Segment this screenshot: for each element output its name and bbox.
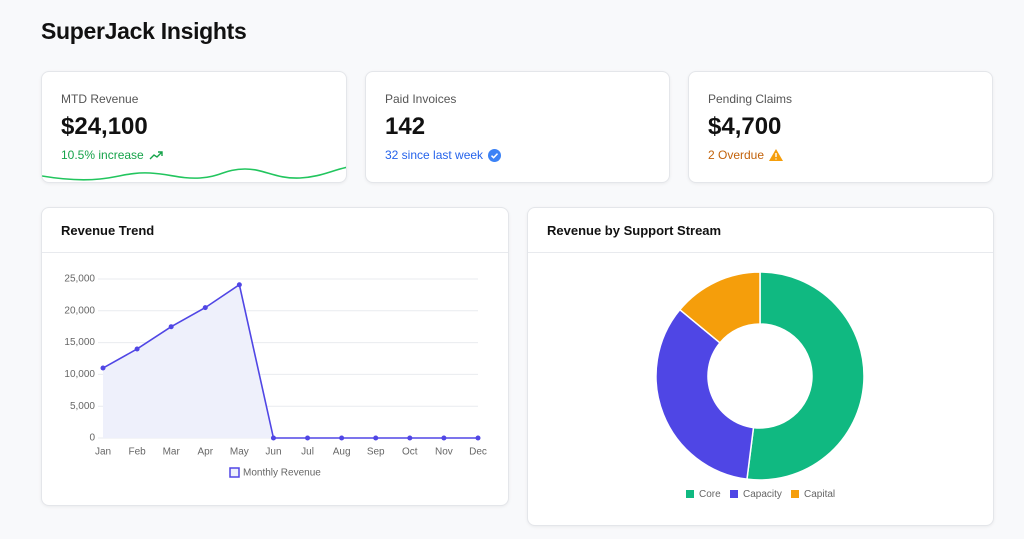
x-tick-label: Apr <box>197 447 213 458</box>
legend-swatch <box>229 467 240 478</box>
x-tick-label: Dec <box>469 447 487 458</box>
y-tick-label: 20,000 <box>64 305 95 316</box>
kpi-card: MTD Revenue $24,100 10.5% increase <box>41 71 347 183</box>
point <box>407 435 413 441</box>
kpi-card: Pending Claims $4,700 2 Overdue <box>688 71 993 183</box>
kpi-note-text: 2 Overdue <box>708 148 765 162</box>
point <box>305 435 311 441</box>
legend-label: Capital <box>804 489 835 500</box>
x-tick-label: Oct <box>402 447 418 458</box>
x-tick-label: Jan <box>95 447 111 458</box>
legend-label: Core <box>699 489 721 500</box>
kpi-note: 10.5% increase <box>61 148 163 162</box>
kpi-value: 142 <box>385 113 426 140</box>
legend-swatch <box>686 490 694 498</box>
page-title: SuperJack Insights <box>41 18 247 44</box>
chart-title: Revenue Trend <box>61 223 155 238</box>
x-tick-label: Sep <box>367 447 385 458</box>
x-tick-label: May <box>230 447 249 458</box>
x-tick-label: Nov <box>435 447 453 458</box>
area <box>103 284 478 438</box>
y-tick-label: 0 <box>89 433 95 444</box>
sparkline <box>42 166 346 181</box>
point <box>441 435 447 441</box>
x-tick-label: Feb <box>128 447 146 458</box>
slice <box>678 271 761 344</box>
x-tick-label: Aug <box>333 447 351 458</box>
legend-label: Capacity <box>743 489 782 500</box>
warning-icon <box>769 149 784 161</box>
legend-label: Monthly Revenue <box>243 468 321 479</box>
kpi-value: $4,700 <box>708 113 782 140</box>
point <box>134 346 140 352</box>
point <box>168 324 174 330</box>
point <box>270 435 276 441</box>
point <box>339 435 345 441</box>
y-tick-label: 10,000 <box>64 369 95 380</box>
kpi-note: 2 Overdue <box>708 148 784 162</box>
kpi-note-text: 32 since last week <box>385 148 484 162</box>
legend-swatch <box>791 490 799 498</box>
card-header: Revenue by Support Stream <box>528 208 993 253</box>
check-icon <box>488 148 502 162</box>
x-tick-label: Mar <box>163 447 181 458</box>
trend-icon <box>149 151 163 160</box>
kpi-label: Paid Invoices <box>385 92 457 106</box>
kpi-value: $24,100 <box>61 113 148 140</box>
point <box>475 435 481 441</box>
x-tick-label: Jul <box>301 447 314 458</box>
x-tick-label: Jun <box>265 447 281 458</box>
y-tick-label: 25,000 <box>64 274 95 285</box>
slice <box>746 271 865 481</box>
point <box>373 435 379 441</box>
point <box>236 282 242 288</box>
point <box>100 365 106 371</box>
y-tick-label: 5,000 <box>70 401 95 412</box>
slice <box>655 308 755 481</box>
chart-card: Revenue Trend <box>41 207 509 506</box>
kpi-label: MTD Revenue <box>61 92 139 106</box>
kpi-label: Pending Claims <box>708 92 793 106</box>
kpi-note: 32 since last week <box>385 148 502 162</box>
line <box>102 283 478 439</box>
y-tick-label: 15,000 <box>64 337 95 348</box>
point <box>202 305 208 311</box>
kpi-note-text: 10.5% increase <box>61 148 144 162</box>
kpi-card: Paid Invoices 142 32 since last week <box>365 71 670 183</box>
card-header: Revenue Trend <box>42 208 508 253</box>
chart-title: Revenue by Support Stream <box>547 223 722 238</box>
legend-swatch <box>730 490 738 498</box>
